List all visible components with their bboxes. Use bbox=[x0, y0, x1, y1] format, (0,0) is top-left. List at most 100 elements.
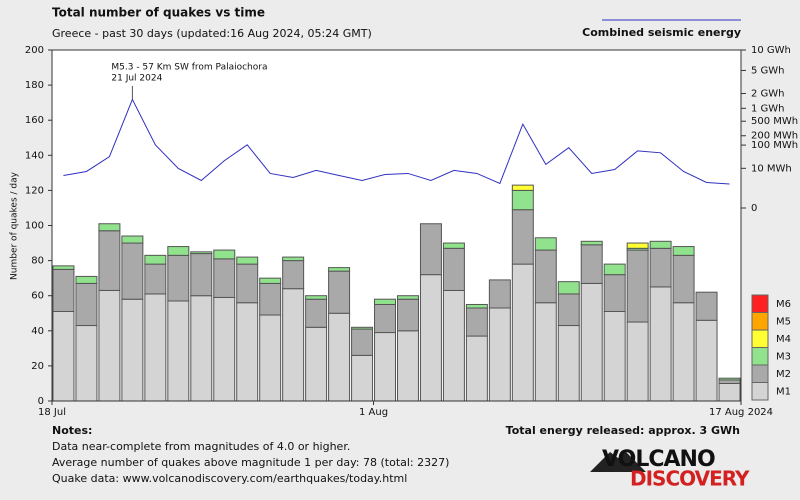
bar-segment bbox=[442, 289, 465, 402]
bar-segment bbox=[305, 326, 328, 402]
bar-segment bbox=[442, 242, 465, 249]
bar-segment bbox=[190, 251, 213, 255]
y-tick-label: 160 bbox=[25, 115, 44, 126]
bar-segment bbox=[121, 242, 144, 300]
bar-segment bbox=[305, 298, 328, 328]
y2-tick-label: 5 GWh bbox=[751, 65, 785, 76]
y2-tick-label: 1 GWh bbox=[751, 103, 785, 114]
bar-segment bbox=[190, 253, 213, 297]
bar-segment bbox=[649, 286, 672, 402]
bar-segment bbox=[603, 274, 626, 312]
bar-segment bbox=[397, 298, 419, 332]
chart-title: Total number of quakes vs time bbox=[52, 6, 265, 20]
note: Average number of quakes above magnitude… bbox=[52, 456, 449, 469]
y-tick-label: 180 bbox=[25, 80, 44, 91]
bar-segment bbox=[511, 209, 534, 265]
bar-segment bbox=[259, 282, 282, 316]
note: Data near-complete from magnitudes of 4.… bbox=[52, 440, 350, 453]
bar-segment bbox=[98, 289, 121, 402]
bar-segment bbox=[282, 260, 305, 290]
bar-segment bbox=[465, 307, 488, 337]
bar-segment bbox=[98, 230, 121, 291]
bar-segment bbox=[374, 298, 396, 305]
bar-segment bbox=[649, 240, 672, 249]
bar-segment bbox=[52, 265, 75, 270]
bar-segment bbox=[167, 300, 190, 402]
legend-label: M4 bbox=[776, 334, 791, 345]
y-tick-label: 0 bbox=[38, 396, 44, 407]
bar-segment bbox=[626, 242, 649, 249]
bar-segment bbox=[236, 302, 259, 402]
bar-segment bbox=[167, 246, 190, 256]
bar-segment bbox=[144, 254, 167, 265]
bar-segment bbox=[534, 249, 557, 304]
legend-label: M1 bbox=[776, 386, 791, 397]
bar-segment bbox=[213, 249, 236, 260]
bar-segment bbox=[511, 184, 534, 191]
bar-segment bbox=[259, 314, 282, 402]
bar-segment bbox=[672, 302, 695, 402]
bar-segment bbox=[442, 247, 465, 291]
bar-segment bbox=[397, 295, 419, 300]
y-tick-label: 200 bbox=[25, 45, 44, 56]
bar-segment bbox=[144, 293, 167, 402]
annotation-text: M5.3 - 57 Km SW from Palaiochora bbox=[111, 63, 267, 73]
x-tick-label: 17 Aug 2024 bbox=[709, 407, 773, 418]
y2-tick-label: 0 bbox=[751, 203, 757, 214]
bar-segment bbox=[328, 267, 351, 272]
bar-segment bbox=[626, 321, 649, 402]
bar-segment bbox=[236, 256, 259, 265]
y2-tick-label: 200 MWh bbox=[751, 131, 798, 142]
legend-label: Combined seismic energy bbox=[582, 26, 741, 39]
y-tick-label: 140 bbox=[25, 150, 44, 161]
bar-segment bbox=[190, 295, 213, 402]
y-tick-label: 100 bbox=[25, 221, 44, 232]
bar-segment bbox=[580, 244, 603, 284]
legend-swatch bbox=[751, 347, 769, 366]
legend-swatch bbox=[751, 382, 769, 401]
bar-segment bbox=[580, 282, 603, 402]
bar-segment bbox=[603, 263, 626, 276]
legend-swatch bbox=[751, 294, 769, 313]
bar-segment bbox=[557, 281, 580, 295]
subtitle: Greece - past 30 days (updated:16 Aug 20… bbox=[52, 27, 372, 40]
bar-segment bbox=[213, 258, 236, 298]
legend-label: M2 bbox=[776, 369, 791, 380]
y2-tick-label: 10 GWh bbox=[751, 45, 791, 56]
bar-segment bbox=[397, 330, 419, 402]
logo-text: DISCOVERY bbox=[630, 467, 750, 491]
bar-segment bbox=[534, 237, 557, 251]
y2-tick-label: 10 MWh bbox=[751, 163, 792, 174]
bar-segment bbox=[351, 328, 374, 356]
y-tick-label: 60 bbox=[31, 291, 44, 302]
bar-segment bbox=[75, 275, 98, 284]
bar-segment bbox=[374, 303, 396, 334]
bar-segment bbox=[98, 223, 121, 232]
bar-segment bbox=[52, 310, 75, 402]
bar-segment bbox=[672, 254, 695, 304]
y-tick-label: 120 bbox=[25, 185, 44, 196]
y-tick-label: 40 bbox=[31, 326, 44, 337]
bar-segment bbox=[167, 254, 190, 302]
logo-volcano bbox=[590, 452, 646, 472]
bar-segment bbox=[465, 335, 488, 402]
legend-label: M6 bbox=[776, 299, 791, 310]
notes-title: Notes: bbox=[52, 424, 92, 437]
energy-line bbox=[63, 98, 730, 185]
bar-segment bbox=[282, 256, 305, 262]
bar-segment bbox=[488, 279, 511, 309]
bar-segment bbox=[603, 310, 626, 402]
bar-segment bbox=[557, 293, 580, 327]
x-tick-label: 18 Jul bbox=[38, 407, 66, 418]
bar-segment bbox=[718, 379, 741, 384]
bar-segment bbox=[488, 307, 511, 402]
legend-label: M3 bbox=[776, 351, 791, 362]
bar-segment bbox=[121, 298, 144, 402]
bar-segment bbox=[557, 325, 580, 402]
bar-segment bbox=[419, 223, 442, 276]
bar-segment bbox=[213, 296, 236, 402]
plot-area bbox=[52, 50, 741, 401]
bar-segment bbox=[695, 291, 718, 321]
